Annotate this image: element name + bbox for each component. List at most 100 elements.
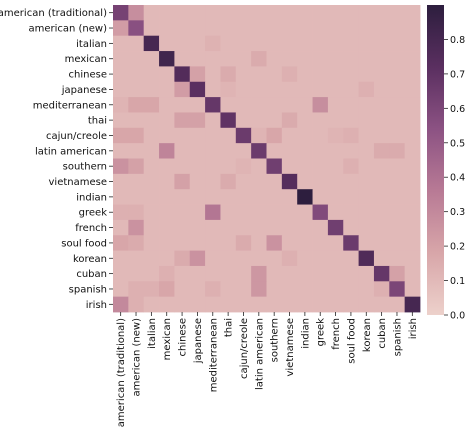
heatmap-cell [235, 20, 252, 37]
column-label: italian [147, 318, 158, 349]
heatmap-cell [220, 97, 237, 113]
heatmap-cell [358, 189, 375, 205]
row-labels: american (traditional) american (new) ital… [0, 8, 113, 311]
heatmap-cell [312, 235, 329, 251]
heatmap-cell [205, 66, 221, 83]
heatmap-cell [159, 5, 175, 21]
heatmap-cell [189, 66, 206, 83]
heatmap-cell [404, 204, 421, 221]
heatmap-cell [281, 127, 298, 144]
heatmap-cell [128, 127, 145, 144]
column-label: american (new) [132, 318, 143, 397]
heatmap-cell [189, 35, 206, 52]
heatmap-cell [404, 66, 421, 83]
row-label: irish [86, 300, 107, 311]
heatmap-cell [297, 281, 313, 298]
heatmap-cell [113, 97, 129, 113]
heatmap-cell [312, 51, 329, 67]
heatmap-cell [404, 219, 421, 236]
heatmap-cell [281, 66, 298, 83]
row-label: latin american [35, 146, 107, 157]
heatmap-cell [404, 189, 421, 205]
heatmap-cell [205, 20, 221, 37]
heatmap-cell [389, 189, 406, 205]
heatmap-cell [358, 20, 375, 37]
heatmap-cell [389, 5, 406, 21]
heatmap-cell [205, 35, 221, 52]
heatmap-cell [358, 265, 375, 282]
heatmap-cell [235, 189, 252, 205]
heatmap-cell [343, 35, 359, 52]
heatmap-cell [143, 189, 160, 205]
colorbar-tick-label: 0.4 [450, 173, 465, 184]
heatmap-cell [251, 219, 267, 236]
row-label: american (traditional) [0, 8, 107, 19]
column-label: american (traditional) [116, 318, 127, 427]
colorbar-ticks: 0.0 0.1 0.2 0.3 0.4 0.5 0.6 0.7 0.8 [444, 35, 465, 322]
heatmap-cell [235, 97, 252, 113]
heatmap-cell [251, 189, 267, 205]
heatmap-cell [389, 143, 406, 159]
heatmap-cell [143, 127, 160, 144]
heatmap-cell [220, 235, 237, 251]
heatmap-cell [143, 250, 160, 267]
heatmap-cell [281, 189, 298, 205]
heatmap-cell [220, 265, 237, 282]
heatmap-cell [373, 281, 390, 298]
heatmap-cell [297, 143, 313, 159]
column-label: japanese [193, 318, 204, 364]
heatmap-cell [327, 281, 344, 298]
heatmap-cell [404, 112, 421, 129]
heatmap-cell [343, 112, 359, 129]
heatmap-cell [205, 97, 221, 113]
heatmap-cell [174, 5, 191, 21]
heatmap-cell [373, 35, 390, 52]
heatmap-cell [297, 127, 313, 144]
heatmap-cell [205, 112, 221, 129]
heatmap-cell [143, 5, 160, 21]
heatmap-cell [297, 66, 313, 83]
heatmap-cell [251, 173, 267, 190]
heatmap-cell [174, 127, 191, 144]
heatmap-cell [174, 143, 191, 159]
heatmap-cell [205, 296, 221, 313]
heatmap-cell [404, 296, 421, 313]
heatmap-cell [159, 204, 175, 221]
heatmap-cell [312, 189, 329, 205]
heatmap-cell [251, 158, 267, 175]
heatmap-cell [220, 250, 237, 267]
heatmap-cell [343, 127, 359, 144]
heatmap-cell [312, 250, 329, 267]
heatmap-cell [205, 281, 221, 298]
heatmap-cell [389, 235, 406, 251]
heatmap-cell [189, 97, 206, 113]
heatmap-cell [220, 20, 237, 37]
heatmap-cell [373, 143, 390, 159]
heatmap-cell [205, 173, 221, 190]
heatmap-cell [235, 112, 252, 129]
heatmap-cell [389, 250, 406, 267]
heatmap-cell [297, 158, 313, 175]
heatmap-cell [128, 143, 145, 159]
heatmap-cell [358, 158, 375, 175]
column-label: thai [224, 318, 235, 337]
heatmap-cell [358, 173, 375, 190]
column-label: cajun/creole [239, 318, 250, 379]
heatmap-cell [327, 35, 344, 52]
heatmap-cell [343, 143, 359, 159]
heatmap-cell [327, 235, 344, 251]
heatmap-cell [113, 112, 129, 129]
heatmap-cell [159, 265, 175, 282]
heatmap-cell [266, 189, 283, 205]
heatmap-cell [159, 296, 175, 313]
heatmap-cell [220, 127, 237, 144]
heatmap-cell [159, 219, 175, 236]
heatmap-cell [235, 219, 252, 236]
heatmap-cell [297, 219, 313, 236]
heatmap-cell [128, 296, 145, 313]
heatmap-cell [128, 112, 145, 129]
heatmap-cell [113, 281, 129, 298]
heatmap-cell [159, 250, 175, 267]
heatmap-cell [389, 158, 406, 175]
